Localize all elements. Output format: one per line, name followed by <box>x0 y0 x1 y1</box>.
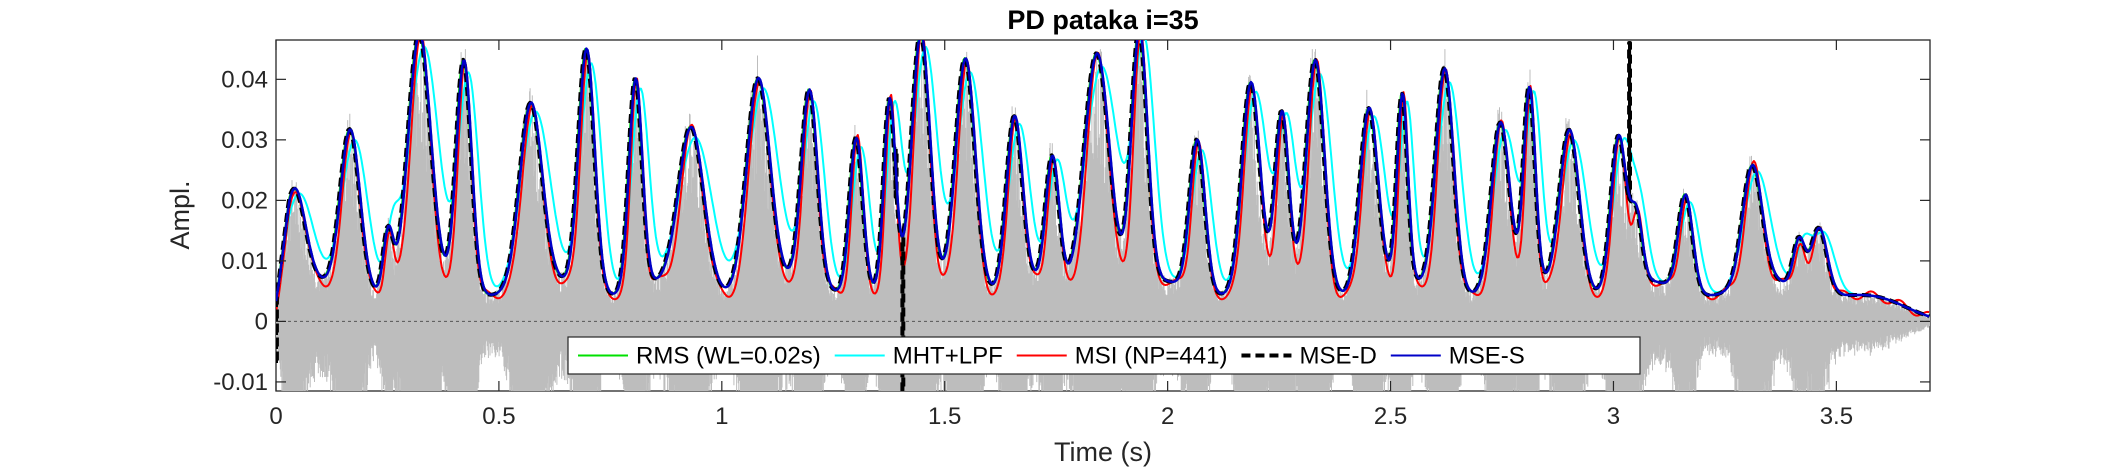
x-tick-label: 2 <box>1161 403 1174 430</box>
x-axis-label: Time (s) <box>1054 437 1152 467</box>
waveform-trace <box>276 49 1930 391</box>
x-tick-label: 0.5 <box>482 403 515 430</box>
legend-label: RMS (WL=0.02s) <box>636 343 821 370</box>
x-tick-label: 1 <box>715 403 728 430</box>
series-lines <box>276 40 1930 391</box>
y-tick-label: 0.03 <box>221 127 268 154</box>
legend-label: MSE-S <box>1449 343 1525 370</box>
legend-label: MSI (NP=441) <box>1075 343 1228 370</box>
waveform <box>276 49 1930 391</box>
y-tick-label: 0.01 <box>221 248 268 275</box>
legend: RMS (WL=0.02s) MHT+LPF MSI (NP=441) MSE-D MS… <box>567 336 1641 375</box>
legend-label: MHT+LPF <box>893 343 1003 370</box>
y-axis-label: Ampl. <box>165 180 195 249</box>
y-tick-label: 0.02 <box>221 187 268 214</box>
x-tick-label: 2.5 <box>1374 403 1407 430</box>
x-tick-label: 3.5 <box>1820 403 1853 430</box>
y-tick-label: 0 <box>255 308 268 335</box>
chart-title: PD pataka i=35 <box>1007 5 1198 35</box>
x-tick-label: 1.5 <box>928 403 961 430</box>
legend-label: MSE-D <box>1299 343 1376 370</box>
y-tick-label: -0.01 <box>213 369 268 396</box>
series-line-4 <box>276 40 1930 318</box>
x-tick-label: 3 <box>1607 403 1620 430</box>
legend-box <box>567 336 1641 375</box>
y-tick-label: 0.04 <box>221 66 268 93</box>
x-tick-label: 0 <box>269 403 282 430</box>
